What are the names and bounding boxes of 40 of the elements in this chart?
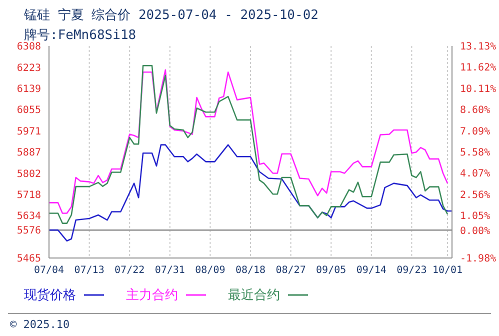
y2-tick-label: 7.09% — [460, 126, 490, 138]
y-tick-label: 5971 — [16, 126, 41, 138]
y2-tick-label: 10.11% — [460, 84, 496, 95]
y2-tick-label: 13.13% — [460, 42, 496, 53]
x-tick-label: 07/04 — [34, 265, 64, 276]
legend-label: 现货价格 — [24, 287, 76, 304]
legend-label: 主力合约 — [126, 287, 178, 304]
y2-tick-label: 1.05% — [460, 211, 490, 222]
x-tick-label: 08/27 — [276, 265, 306, 276]
y-tick-label: 5802 — [16, 168, 41, 180]
y-tick-label: 6139 — [16, 84, 41, 96]
x-tick-label: 07/22 — [114, 265, 145, 276]
x-tick-label: 07/31 — [154, 265, 185, 276]
chart-title: 锰硅 宁夏 综合价 2025-07-04 - 2025-10-02 — [24, 7, 318, 24]
y2-tick-label: 2.56% — [460, 190, 490, 201]
y-tick-label: 6055 — [16, 105, 41, 116]
y-tick-label: 6223 — [16, 62, 41, 74]
y2-tick-label: 5.58% — [460, 147, 490, 158]
x-tick-label: 08/09 — [195, 265, 226, 276]
chart-subtitle: 牌号:FeMn68Si18 — [24, 27, 136, 43]
y-tick-label: 5887 — [16, 147, 41, 158]
x-tick-label: 07/13 — [74, 265, 104, 276]
y-tick-label: 6308 — [16, 42, 41, 53]
y-tick-label: 5634 — [16, 211, 41, 222]
x-tick-label: 09/14 — [356, 265, 386, 276]
y-tick-label: 5465 — [16, 254, 41, 265]
x-tick-label: 08/18 — [235, 265, 266, 276]
x-tick-label: 10/01 — [432, 265, 463, 276]
y2-tick-label: 0.00% — [460, 226, 490, 237]
x-tick-label: 09/23 — [396, 265, 427, 276]
y-tick-label: 5718 — [16, 190, 41, 201]
x-tick-label: 09/05 — [316, 265, 346, 276]
line-series — [49, 144, 452, 242]
y2-tick-label: -1.98% — [460, 254, 496, 265]
y2-tick-label: 8.60% — [460, 105, 490, 116]
legend-label: 最近合约 — [228, 287, 280, 304]
text: © 2025.10 — [10, 318, 70, 331]
y2-tick-label: 11.62% — [460, 62, 496, 74]
y2-tick-label: 4.07% — [460, 168, 490, 180]
y-tick-label: 5576 — [16, 226, 41, 237]
